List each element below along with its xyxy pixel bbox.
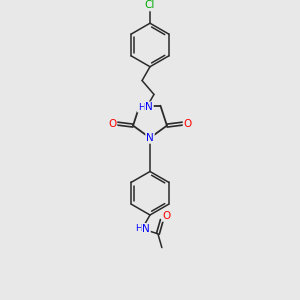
Text: O: O [163,211,171,221]
Text: H: H [138,103,145,112]
Text: O: O [184,118,192,129]
Text: Cl: Cl [145,0,155,11]
Text: N: N [142,224,150,234]
Text: N: N [146,133,154,143]
Text: H: H [135,224,142,233]
Text: N: N [145,102,153,112]
Text: O: O [108,118,116,129]
